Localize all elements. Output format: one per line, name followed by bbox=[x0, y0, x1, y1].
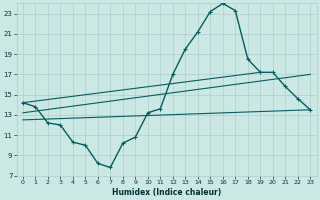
X-axis label: Humidex (Indice chaleur): Humidex (Indice chaleur) bbox=[112, 188, 221, 197]
